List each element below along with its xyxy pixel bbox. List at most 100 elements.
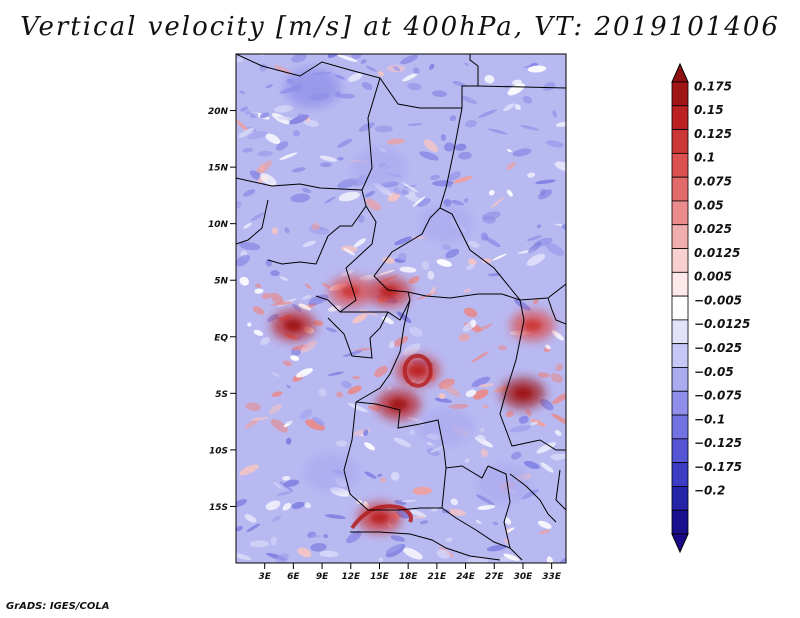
field-speckle [324, 196, 336, 204]
colorbar-swatch [671, 81, 689, 107]
field-speckle [466, 264, 475, 270]
colorbar-label: −0.005 [694, 293, 742, 307]
field-speckle [347, 72, 363, 82]
field-speckle [407, 82, 422, 91]
field-speckle [539, 530, 551, 534]
field-speckle [510, 451, 522, 460]
field-speckle [481, 258, 492, 264]
field-speckle [244, 514, 257, 523]
field-speckle [247, 322, 252, 327]
field-speckle [430, 444, 447, 453]
field-speckle [359, 309, 379, 317]
field-speckle [239, 464, 259, 476]
border-line [555, 469, 566, 511]
field-speckle [259, 112, 270, 119]
field-speckle [270, 536, 278, 546]
field-speckle [401, 499, 418, 503]
field-speckle [236, 200, 242, 209]
field-speckle [478, 109, 497, 118]
plot-frame [235, 53, 567, 564]
field-speckle [480, 232, 489, 241]
field-speckle [247, 131, 268, 140]
field-speckle [283, 479, 300, 487]
field-speckle [270, 301, 292, 306]
field-speckle [253, 329, 264, 336]
colorbar-swatch [671, 224, 689, 249]
field-speckle [250, 212, 266, 222]
field-speckle [337, 93, 356, 99]
field-speckle [398, 252, 407, 261]
field-speckle [452, 80, 467, 87]
field-speckle [429, 63, 435, 70]
field-speckle [503, 103, 515, 112]
field-speckle [301, 187, 312, 194]
field-speckle [328, 371, 344, 376]
field-speckle [374, 125, 393, 133]
border-line [355, 299, 411, 403]
field-speckle [385, 544, 403, 554]
colorbar-label: −0.1 [694, 412, 725, 426]
field-speckle [518, 415, 529, 424]
field-speckle [450, 200, 464, 206]
field-speckle [535, 179, 556, 185]
field-speckle [461, 95, 478, 105]
border-line [267, 235, 329, 265]
field-speckle [409, 429, 416, 435]
field-speckle [269, 404, 282, 415]
border-line [236, 177, 363, 191]
border-line [340, 291, 411, 321]
field-core-ascent-great-lakes [523, 319, 542, 332]
border-line [477, 85, 566, 89]
field-speckle [471, 376, 491, 388]
border-line [509, 473, 557, 523]
field-speckle [246, 523, 261, 533]
field-speckle [468, 258, 477, 266]
field-speckle [399, 266, 417, 273]
field-speckle [290, 355, 299, 361]
field-speckle [271, 515, 282, 522]
field-speckle [387, 386, 392, 390]
field-speckle [321, 282, 332, 289]
field-speckle [347, 385, 362, 395]
colorbar-swatch [671, 367, 689, 392]
field-speckle [270, 419, 289, 433]
field-speckle [275, 553, 289, 563]
field-speckle [378, 557, 383, 563]
field-region-descent-sahara-north [284, 68, 341, 108]
field-speckle [555, 363, 563, 372]
field-speckle [282, 360, 293, 367]
field-speckle [279, 276, 289, 281]
field-speckle [279, 481, 294, 492]
field-speckle [454, 143, 467, 151]
field-speckle [291, 167, 306, 173]
field-speckle [260, 336, 270, 345]
field-region-descent-drc-east [418, 407, 475, 447]
field-speckle [240, 106, 248, 112]
colorbar-swatch [671, 343, 689, 368]
field-speckle [271, 391, 283, 397]
field-core-ascent-arc-southern-africa [370, 511, 389, 524]
field-speckle [239, 241, 261, 251]
field-speckle [284, 227, 290, 234]
field-speckle [334, 74, 346, 80]
field-speckle [343, 247, 356, 256]
field-speckle [514, 299, 531, 311]
field-speckle [528, 241, 542, 253]
field-speckle [446, 508, 467, 516]
x-tick-label: 18E [399, 572, 419, 582]
colorbar-swatch [671, 271, 689, 297]
field-speckle [265, 500, 281, 511]
field-speckle [527, 172, 536, 178]
field-speckle [445, 248, 460, 259]
field-speckle [503, 553, 520, 561]
field-speckle [526, 253, 546, 266]
field-speckle [286, 384, 291, 389]
border-line [343, 401, 442, 511]
chart-title: Vertical velocity [m/s] at 400hPa, VT: 2… [20, 12, 780, 42]
border-line [327, 311, 389, 359]
field-speckle [412, 486, 432, 495]
field-speckle [448, 171, 461, 181]
field-speckle [358, 122, 375, 132]
colorbar-label: 0.15 [694, 103, 724, 117]
field-speckle [271, 227, 279, 235]
